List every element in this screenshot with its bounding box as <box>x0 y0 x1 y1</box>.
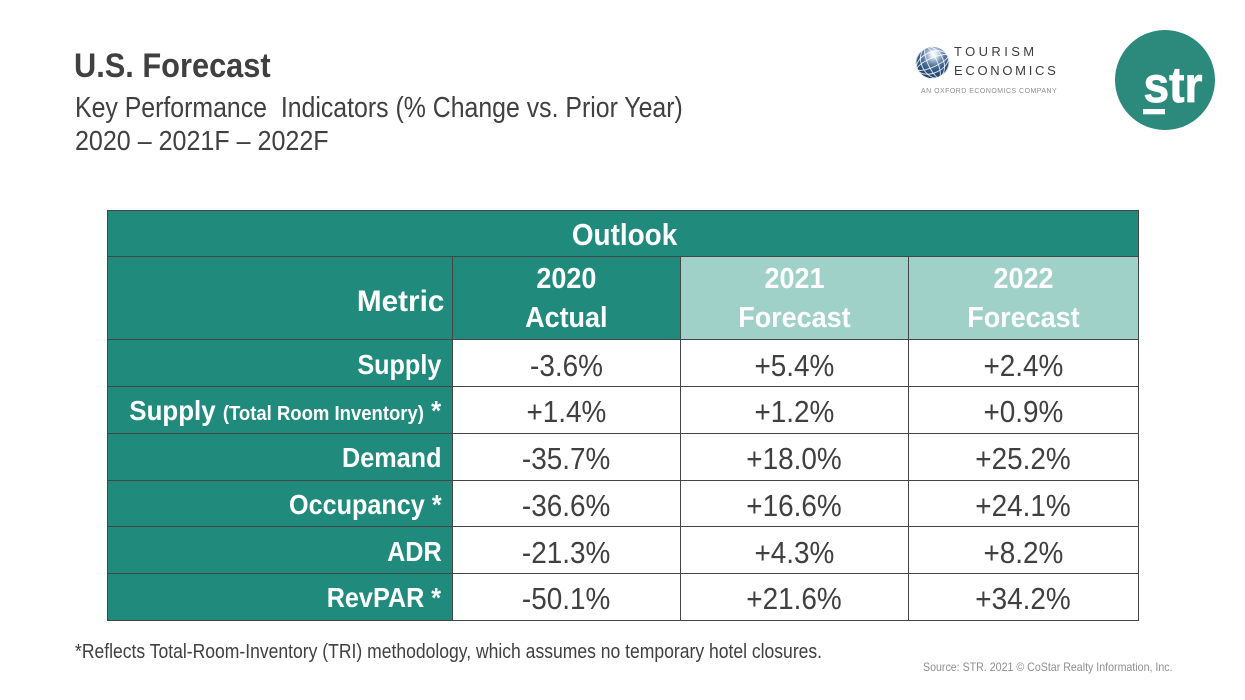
svg-text:str: str <box>1144 57 1203 113</box>
